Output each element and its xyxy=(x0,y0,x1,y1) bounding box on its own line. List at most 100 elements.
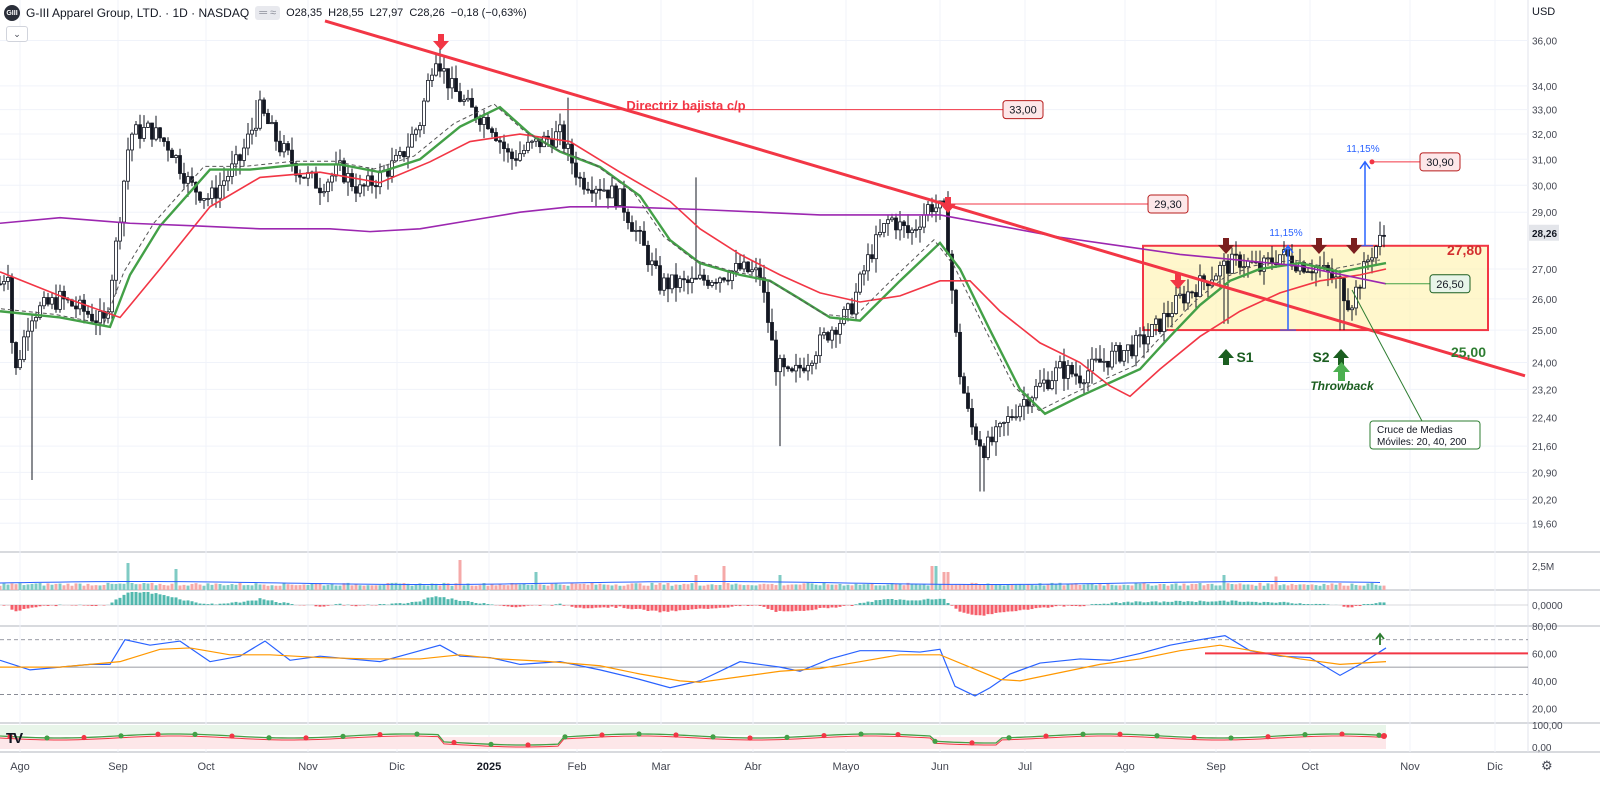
momentum-bar-pos xyxy=(291,604,294,605)
volume-bar-down xyxy=(1027,584,1030,590)
price-level-text: 26,50 xyxy=(1436,279,1464,291)
price-tick-label: 20,20 xyxy=(1532,495,1557,506)
candle-up xyxy=(1171,314,1174,317)
momentum-bar-pos xyxy=(155,593,158,605)
volume-bar-down xyxy=(55,584,58,590)
volume-bar-up xyxy=(611,585,614,590)
candle-down xyxy=(159,128,162,138)
volume-bar-up xyxy=(395,583,398,590)
candle-up xyxy=(1163,313,1166,331)
volume-bar-down xyxy=(239,583,242,590)
price-tick-label: 27,00 xyxy=(1532,265,1557,276)
candle-up xyxy=(923,215,926,227)
price-tick-label: 20,90 xyxy=(1532,468,1557,479)
volume-bar-up xyxy=(691,583,694,590)
volume-bar-up xyxy=(1083,585,1086,590)
settings-gear-icon[interactable]: ⚙ xyxy=(1541,758,1557,774)
currency-label[interactable]: USD xyxy=(1532,6,1555,18)
indicator-visibility-chip[interactable]: ═ ≈ xyxy=(255,6,280,20)
candle-up xyxy=(1219,265,1222,276)
momentum-bar-neg xyxy=(11,605,14,610)
volume-bar-up xyxy=(1115,585,1118,590)
momentum-bar-pos xyxy=(475,603,478,605)
momentum-bar-pos xyxy=(1315,604,1318,605)
x-tick-label: Nov xyxy=(298,761,318,773)
candle-up xyxy=(619,189,622,206)
x-tick-label: Feb xyxy=(568,761,587,773)
volume-bar-up xyxy=(359,585,362,590)
momentum-bar-neg xyxy=(551,605,554,606)
candle-up xyxy=(483,117,486,124)
candle-up xyxy=(271,123,274,124)
candle-up xyxy=(255,128,258,130)
candle-down xyxy=(15,343,18,368)
candle-down xyxy=(643,231,646,245)
candle-down xyxy=(687,280,690,283)
volume-bar-down xyxy=(1227,583,1230,590)
candle-down xyxy=(739,263,742,269)
volume-bar-down xyxy=(1295,585,1298,590)
momentum-bar-pos xyxy=(1159,602,1162,605)
candle-down xyxy=(151,123,154,139)
candle-up xyxy=(419,126,422,130)
momentum-bar-neg xyxy=(323,605,326,607)
momentum-bar-neg xyxy=(599,605,602,608)
volume-bar-down xyxy=(1159,584,1162,590)
momentum-bar-pos xyxy=(251,601,254,605)
momentum-bar-pos xyxy=(127,593,130,605)
symbol-title[interactable]: G-III Apparel Group, LTD. · 1D · NASDAQ xyxy=(26,6,249,20)
candle-up xyxy=(531,141,534,142)
volume-bar-up xyxy=(27,584,30,590)
volume-bar-down xyxy=(91,585,94,590)
momentum-bar-pos xyxy=(1363,604,1366,605)
tradingview-logo-icon[interactable]: TV xyxy=(6,730,21,747)
volume-bar-down xyxy=(1143,583,1146,590)
volume-bar-up xyxy=(779,575,782,590)
candle-up xyxy=(1127,345,1130,351)
momentum-bar-pos xyxy=(1271,603,1274,605)
volume-bar-down xyxy=(723,566,726,590)
candle-up xyxy=(1307,272,1310,273)
candle-down xyxy=(599,189,602,190)
price-tick-label: 19,60 xyxy=(1532,519,1557,530)
momentum-bar-neg xyxy=(747,605,750,606)
momentum-bar-pos xyxy=(867,602,870,605)
momentum-bar-pos xyxy=(1203,601,1206,605)
volume-bar-up xyxy=(379,585,382,590)
candle-down xyxy=(1383,235,1386,236)
momentum-bar-pos xyxy=(1183,602,1186,605)
candle-down xyxy=(695,278,698,279)
momentum-bar-pos xyxy=(879,600,882,605)
volume-bar-up xyxy=(1211,584,1214,590)
momentum-bar-pos xyxy=(1111,603,1114,605)
momentum-bar-neg xyxy=(771,605,774,610)
momentum-bar-neg xyxy=(319,605,322,607)
volume-bar-up xyxy=(1371,583,1374,590)
momentum-bar-neg xyxy=(1067,605,1070,606)
legend-collapse-button[interactable]: ⌄ xyxy=(6,26,28,42)
candle-down xyxy=(571,144,574,163)
candle-down xyxy=(1183,294,1186,303)
momentum-bar-neg xyxy=(635,605,638,609)
volume-bar-down xyxy=(103,585,106,590)
price-tick-label: 29,00 xyxy=(1532,208,1557,219)
momentum-bar-pos xyxy=(423,599,426,605)
oscillator-signal-dot xyxy=(44,735,49,740)
momentum-bar-pos xyxy=(919,600,922,605)
volume-bar-down xyxy=(0,586,2,590)
momentum-bar-pos xyxy=(1291,603,1294,605)
candle-down xyxy=(363,185,366,186)
momentum-bar-neg xyxy=(39,605,42,606)
momentum-bar-pos xyxy=(247,601,250,605)
oscillator-tick-label: 100,00 xyxy=(1532,721,1563,732)
candle-down xyxy=(299,175,302,177)
volume-bar-up xyxy=(119,584,122,590)
candle-up xyxy=(1083,383,1086,384)
volume-bar-down xyxy=(551,584,554,590)
volume-bar-up xyxy=(1375,585,1378,590)
candle-down xyxy=(771,322,774,340)
momentum-bar-neg xyxy=(643,605,646,610)
volume-bar-up xyxy=(883,585,886,590)
